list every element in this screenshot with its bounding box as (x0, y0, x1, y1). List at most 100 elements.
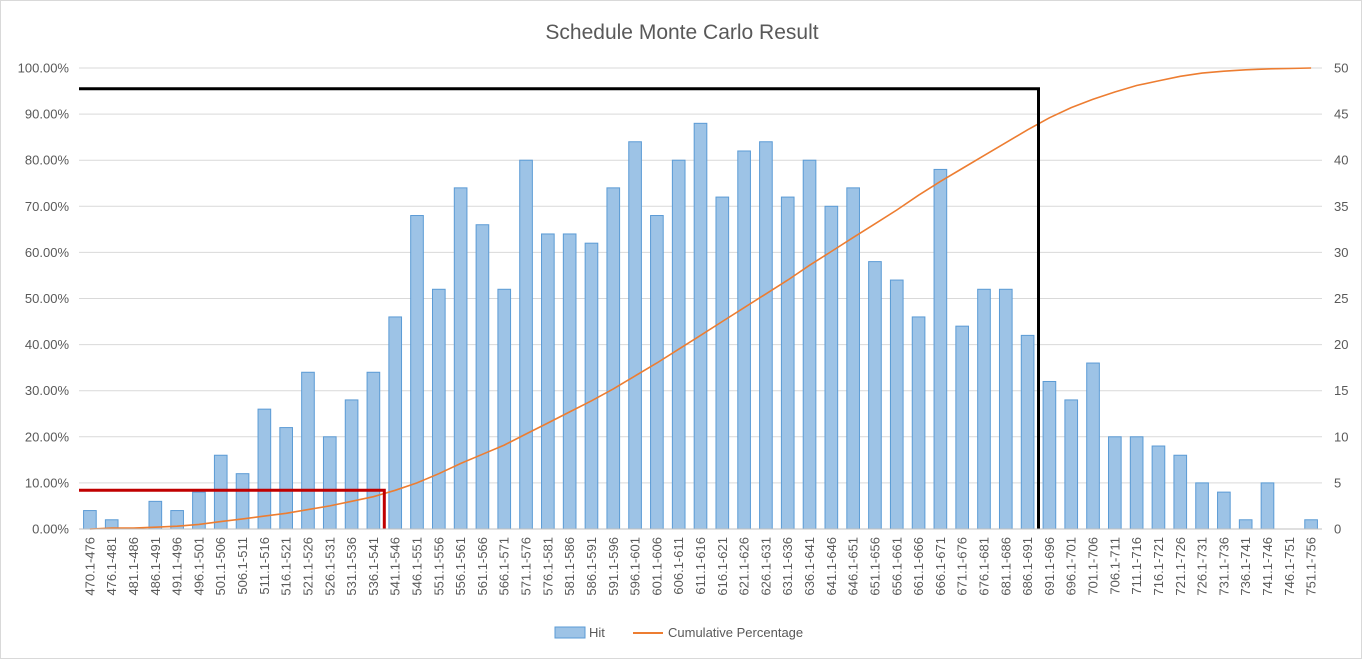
bar (846, 187, 860, 530)
x-tick-label: 546.1-551 (410, 537, 425, 596)
bar (431, 288, 446, 530)
x-tick-label: 706.1-711 (1107, 537, 1122, 595)
y-left-tick-label: 0.00% (32, 522, 69, 537)
bar (693, 122, 708, 530)
bar (1042, 380, 1057, 530)
x-tick-label: 581.1-586 (562, 537, 577, 596)
bar (977, 288, 991, 530)
x-tick-label: 676.1-681 (977, 537, 992, 596)
x-tick-label: 566.1-571 (497, 537, 512, 596)
x-tick-label: 626.1-631 (758, 537, 773, 596)
bar (737, 150, 751, 530)
y-right-tick-label: 25 (1334, 291, 1348, 306)
x-tick-label: 536.1-541 (366, 537, 381, 596)
bar (1020, 334, 1035, 530)
x-tick-label: 551.1-556 (431, 537, 446, 596)
bar (453, 187, 468, 530)
bar (83, 510, 97, 530)
bar (1151, 445, 1166, 530)
x-tick-label: 591.1-596 (606, 537, 621, 596)
bar (650, 215, 664, 530)
x-tick-label: 491.1-496 (170, 537, 185, 596)
x-tick-label: 501.1-506 (213, 537, 228, 596)
x-axis: 470.1-476 476.1-481 481.1-486 486.1-491 491.… (79, 528, 1322, 596)
x-tick-label: 506.1-511 (235, 537, 250, 595)
y-right-tick-label: 45 (1334, 107, 1348, 122)
bar (562, 233, 577, 530)
bar (322, 436, 337, 530)
bar (759, 141, 773, 530)
bar (628, 141, 642, 530)
x-tick-label: 721.1-726 (1173, 537, 1188, 596)
y-left-tick-label: 30.00% (25, 383, 70, 398)
x-tick-label: 736.1-741 (1238, 537, 1253, 596)
bar (889, 279, 904, 530)
bar (1260, 482, 1275, 530)
x-tick-label: 481.1-486 (126, 537, 141, 596)
x-tick-label: 666.1-671 (933, 537, 948, 596)
x-tick-label: 556.1-561 (453, 537, 468, 596)
bar (497, 288, 512, 530)
bar (584, 242, 599, 530)
bar (235, 473, 250, 530)
x-tick-label: 521.1-526 (301, 537, 316, 596)
x-tick-label: 681.1-686 (998, 537, 1013, 596)
x-tick-label: 470.1-476 (82, 537, 97, 596)
bar (998, 288, 1013, 530)
bar (1108, 436, 1122, 530)
x-tick-label: 646.1-651 (846, 537, 861, 596)
x-tick-label: 576.1-581 (540, 537, 555, 596)
line-cumulative (89, 67, 1312, 530)
x-tick-label: 656.1-661 (889, 537, 904, 596)
x-tick-label: 651.1-656 (868, 537, 883, 596)
x-tick-label: 621.1-626 (737, 537, 752, 596)
x-tick-label: 586.1-591 (584, 537, 599, 596)
bar (955, 325, 970, 530)
bar (671, 159, 686, 530)
y-right-tick-label: 50 (1334, 61, 1348, 76)
y-right-tick-label: 15 (1334, 383, 1348, 398)
legend: Hit Cumulative Percentage (554, 625, 803, 640)
bar (1086, 362, 1100, 530)
y-axis-left: 0.00% 10.00% 20.00% 30.00% 40.00% 50.00% 60.00… (18, 61, 70, 537)
x-tick-label: 741.1-746 (1260, 537, 1275, 596)
bar (366, 371, 381, 530)
bar (933, 168, 948, 530)
y-right-tick-label: 35 (1334, 199, 1348, 214)
y-left-tick-label: 50.00% (25, 291, 70, 306)
x-tick-label: 526.1-531 (322, 537, 337, 596)
bar (301, 371, 315, 530)
y-left-tick-label: 60.00% (25, 245, 70, 260)
x-tick-label: 596.1-601 (628, 537, 643, 596)
x-tick-label: 731.1-736 (1216, 537, 1231, 596)
bar (475, 224, 490, 530)
x-tick-label: 541.1-546 (388, 537, 403, 596)
x-tick-label: 511.1-516 (257, 537, 272, 595)
y-left-tick-label: 70.00% (25, 199, 70, 214)
y-left-tick-label: 90.00% (25, 107, 70, 122)
y-left-tick-label: 100.00% (18, 61, 70, 76)
bar (868, 261, 882, 530)
y-left-tick-label: 80.00% (25, 153, 70, 168)
x-tick-label: 531.1-536 (344, 537, 359, 596)
x-tick-label: 571.1-576 (519, 537, 534, 596)
bar (1064, 399, 1079, 530)
x-tick-label: 691.1-696 (1042, 537, 1057, 596)
x-tick-label: 476.1-481 (104, 537, 119, 596)
bar (1173, 454, 1188, 530)
annotation-bracket (79, 488, 386, 529)
legend-cumulative-label: Cumulative Percentage (668, 625, 803, 640)
y-right-tick-label: 5 (1334, 475, 1341, 490)
bar (1217, 491, 1231, 530)
bar (410, 215, 424, 530)
cumulative-line (89, 67, 1312, 530)
bar (1129, 436, 1144, 530)
bar (519, 159, 533, 530)
bar (780, 196, 795, 530)
x-tick-label: 486.1-491 (148, 537, 163, 596)
x-tick-label: 751.1-756 (1304, 537, 1319, 596)
x-tick-label: 601.1-606 (649, 537, 664, 596)
x-tick-label: 561.1-566 (475, 537, 490, 596)
